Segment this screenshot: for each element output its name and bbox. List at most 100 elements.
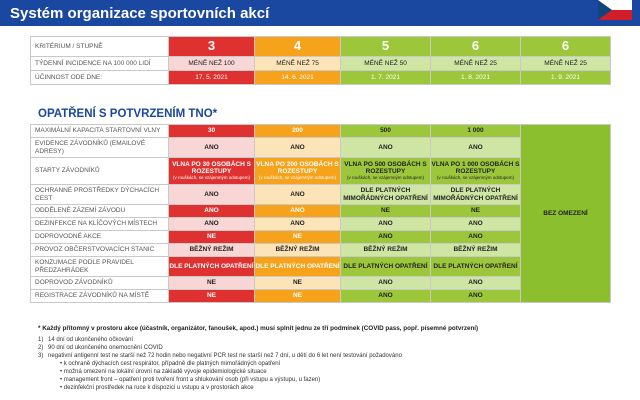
measure-value: NE	[430, 204, 521, 218]
measure-label: STARTY ZÁVODNÍKŮ	[30, 157, 169, 185]
measure-note: (v rouškách, se vzájemným odstupem)	[346, 175, 425, 181]
effective-date: 14. 6. 2021	[254, 70, 341, 85]
measure-value: BĚŽNÝ REŽIM	[430, 243, 521, 257]
measure-value: ANO	[430, 137, 521, 158]
measure-value-text: 30	[207, 127, 216, 135]
measure-value: VLNA PO 500 OSOBÁCH S ROZESTUPY (v roušká…	[340, 157, 431, 185]
footnote-item-3: 3) negativní antigenní test ne starší než…	[38, 352, 628, 360]
measure-value: ANO	[254, 204, 341, 218]
measure-value-text: ANO	[378, 143, 393, 151]
level-4: 4	[254, 36, 341, 57]
measure-value-text: DLE PLATNÝCH OPATŘENÍ	[169, 262, 254, 270]
level-3: 3	[168, 36, 255, 57]
effective-row: ÚČINNOST ODE DNE: 17. 5. 2021 14. 6. 202…	[30, 70, 611, 85]
measure-value-text: DLE PLATNÝCH MIMOŘÁDNÝCH OPATŘENÍ	[343, 187, 428, 202]
measure-value: DLE PLATNÝCH OPATŘENÍ	[340, 256, 431, 277]
measure-note: (v rouškách, se vzájemným odstupem)	[172, 175, 251, 181]
footnote-text: negativní antigenní test ne starší než 7…	[48, 352, 402, 359]
measure-label: MAXIMÁLNÍ KAPACITA STARTOVNÍ VLNY	[30, 124, 169, 138]
effective-date: 1. 8. 2021	[430, 70, 521, 85]
measure-value: BĚŽNÝ REŽIM	[168, 243, 255, 257]
measure-value: ANO	[430, 217, 521, 231]
measure-value: 500	[340, 124, 431, 138]
measure-value-text: DLE PLATNÝCH OPATŘENÍ	[433, 262, 518, 270]
effective-date: 17. 5. 2021	[168, 70, 255, 85]
measure-value: ANO	[340, 137, 431, 158]
no-limit-cell: BEZ OMEZENÍ	[520, 124, 611, 303]
measure-value: ANO	[340, 276, 431, 290]
footnote-text: 90 dní od ukončeného onemocnění COVID	[48, 344, 163, 351]
measure-value-text: DLE PLATNÝCH OPATŘENÍ	[343, 262, 428, 270]
measure-row: KONZUMACE PODLE PRAVIDEL PŘEDZAHRÁDEK DLE…	[30, 256, 611, 277]
measure-value-text: VLNA PO 200 OSOBÁCH S ROZESTUPY	[256, 160, 339, 176]
footnotes: * Každý přítomný v prostoru akce (účastn…	[38, 325, 628, 392]
measure-label: DOPROVOD ZÁVODNÍKŮ	[30, 276, 169, 290]
measure-value-text: DLE PLATNÝCH OPATŘENÍ	[255, 262, 340, 270]
measure-value: 30	[168, 124, 255, 138]
effective-label: ÚČINNOST ODE DNE:	[30, 70, 169, 85]
measure-value-text: ANO	[290, 190, 305, 198]
effective-date: 1. 9. 2021	[520, 70, 611, 85]
measure-row: OCHRANNÉ PROSTŘEDKY DÝCHACÍCH CEST ANO ANO…	[30, 184, 611, 205]
measure-value: ANO	[430, 230, 521, 244]
measure-value: DLE PLATNÝCH OPATŘENÍ	[168, 256, 255, 277]
measure-value: ANO	[340, 230, 431, 244]
incidence-value: MÉNĚ NEŽ 75	[254, 56, 341, 71]
measure-value: ANO	[168, 184, 255, 205]
incidence-label: TÝDENNÍ INCIDENCE NA 100 000 LIDÍ	[30, 56, 169, 71]
measure-label: PROVOZ OBČERSTVOVACÍCH STANIC	[30, 243, 169, 257]
measure-value-text: NE	[206, 279, 217, 287]
measure-value: BĚŽNÝ REŽIM	[340, 243, 431, 257]
measure-value-text: NE	[292, 292, 303, 300]
measure-value-text: NE	[380, 207, 391, 215]
measure-value: NE	[340, 204, 431, 218]
measure-value: NE	[254, 276, 341, 290]
measure-label: KONZUMACE PODLE PRAVIDEL PŘEDZAHRÁDEK	[30, 256, 169, 277]
measure-value: VLNA PO 1 000 OSOBÁCH S ROZESTUPY (v rouš…	[430, 157, 521, 185]
measure-value: NE	[168, 230, 255, 244]
measure-note: (v rouškách, se vzájemným odstupem)	[436, 175, 515, 181]
measure-value-text: BĚŽNÝ REŽIM	[275, 246, 320, 254]
incidence-row: TÝDENNÍ INCIDENCE NA 100 000 LIDÍ MÉNĚ N…	[30, 56, 611, 71]
footnote-item-1: 1) 14 dní od ukončeného očkování	[38, 336, 628, 344]
footnote-text: 14 dní od ukončeného očkování	[48, 336, 134, 343]
measure-value-text: ANO	[468, 279, 483, 287]
measure-label: ODDĚLENÉ ZÁZEMÍ ZÁVODU	[30, 204, 169, 218]
measure-value: ANO	[168, 217, 255, 231]
measure-value-text: ANO	[378, 220, 393, 228]
measure-row: PROVOZ OBČERSTVOVACÍCH STANIC BĚŽNÝ REŽIM…	[30, 243, 611, 257]
footnote-star: * Každý přítomný v prostoru akce (účastn…	[38, 325, 479, 332]
measure-value-text: ANO	[378, 292, 393, 300]
measure-value: 1 000	[430, 124, 521, 138]
measure-value-text: 200	[292, 127, 303, 135]
czech-flag-icon	[598, 0, 632, 20]
measure-value-text: ANO	[378, 279, 393, 287]
measure-value: NE	[168, 289, 255, 303]
measure-value-text: ANO	[468, 292, 483, 300]
levels-table: KRITÉRIUM / STUPNĚ 3 4 5 6 6 TÝDENNÍ INC…	[30, 36, 611, 85]
measure-value: DLE PLATNÝCH OPATŘENÍ	[254, 256, 341, 277]
measure-note: (v rouškách, se vzájemným odstupem)	[258, 175, 337, 181]
measure-value-text: ANO	[468, 143, 483, 151]
measure-value-text: ANO	[468, 233, 483, 241]
measure-value: DLE PLATNÝCH MIMOŘÁDNÝCH OPATŘENÍ	[430, 184, 521, 205]
measure-value: 200	[254, 124, 341, 138]
measure-value-text: ANO	[378, 233, 393, 241]
level-6a: 6	[430, 36, 521, 57]
level-5: 5	[340, 36, 431, 57]
measure-value: ANO	[340, 289, 431, 303]
measure-value-text: BĚŽNÝ REŽIM	[189, 246, 234, 254]
incidence-value: MÉNĚ NEŽ 50	[340, 56, 431, 71]
measure-value: ANO	[254, 137, 341, 158]
measure-label: OCHRANNÉ PROSTŘEDKY DÝCHACÍCH CEST	[30, 184, 169, 205]
measure-value-text: VLNA PO 500 OSOBÁCH S ROZESTUPY	[344, 160, 427, 176]
measure-label: EVIDENCE ZÁVODNÍKŮ (EMAILOVÉ ADRESY)	[30, 137, 169, 158]
measure-value: NE	[168, 276, 255, 290]
measure-value-text: ANO	[290, 220, 305, 228]
measure-row: REGISTRACE ZÁVODNÍKŮ NA MÍSTĚ NE NE ANO ANO	[30, 289, 611, 303]
measure-value: DLE PLATNÝCH OPATŘENÍ	[430, 256, 521, 277]
footnote-bullet: • dezinfekční prostředek na ruce k dispo…	[60, 385, 254, 392]
measure-value: VLNA PO 200 OSOBÁCH S ROZESTUPY (v roušká…	[254, 157, 341, 185]
measure-value: ANO	[254, 184, 341, 205]
measure-value: DLE PLATNÝCH MIMOŘÁDNÝCH OPATŘENÍ	[340, 184, 431, 205]
